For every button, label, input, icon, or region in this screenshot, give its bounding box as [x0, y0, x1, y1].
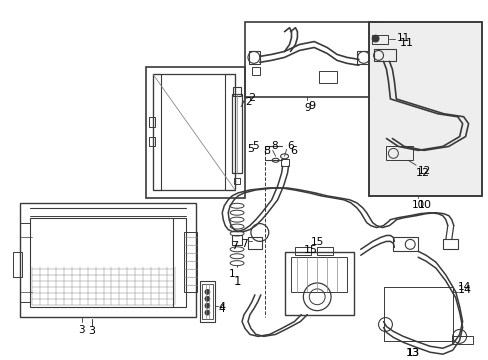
- Bar: [248, 51, 259, 64]
- Bar: [149, 136, 155, 147]
- Text: 15: 15: [310, 237, 323, 247]
- Bar: [291, 257, 346, 292]
- Bar: [368, 22, 482, 196]
- Text: 8: 8: [263, 147, 270, 157]
- Circle shape: [204, 296, 209, 301]
- Bar: [232, 94, 242, 173]
- Bar: [386, 147, 412, 160]
- Circle shape: [204, 303, 209, 308]
- Bar: [295, 247, 311, 255]
- Text: 6: 6: [287, 141, 294, 152]
- Bar: [356, 51, 370, 64]
- Text: 13: 13: [406, 348, 419, 358]
- Bar: [30, 218, 185, 307]
- Bar: [368, 22, 482, 196]
- Text: 11: 11: [400, 37, 413, 48]
- Text: 6: 6: [290, 147, 297, 157]
- Bar: [13, 252, 22, 277]
- Bar: [442, 239, 457, 249]
- Bar: [371, 35, 387, 44]
- Bar: [200, 281, 215, 321]
- Bar: [451, 336, 471, 344]
- Text: 2: 2: [247, 93, 255, 103]
- Text: 9: 9: [304, 103, 310, 113]
- Text: 9: 9: [308, 101, 315, 111]
- Bar: [244, 22, 380, 97]
- Bar: [153, 74, 161, 190]
- Bar: [183, 233, 196, 292]
- Text: 12: 12: [415, 168, 429, 178]
- Bar: [225, 74, 235, 190]
- Text: 12: 12: [417, 166, 430, 176]
- Text: 5: 5: [246, 144, 253, 154]
- Circle shape: [204, 310, 209, 315]
- Text: 4: 4: [218, 304, 224, 314]
- Text: 14: 14: [457, 282, 470, 292]
- Text: 2: 2: [244, 97, 251, 107]
- Bar: [146, 67, 244, 198]
- Text: 11: 11: [396, 33, 409, 42]
- Bar: [251, 67, 259, 75]
- Text: 14: 14: [457, 285, 471, 295]
- Text: 1: 1: [228, 269, 235, 279]
- Text: 15: 15: [304, 246, 318, 255]
- Bar: [153, 74, 235, 190]
- Text: 3: 3: [88, 327, 95, 337]
- Bar: [319, 71, 336, 83]
- Bar: [233, 87, 241, 96]
- Text: 7: 7: [230, 242, 238, 251]
- Text: 5: 5: [251, 141, 258, 152]
- Text: 7: 7: [241, 239, 247, 249]
- Text: 10: 10: [417, 200, 431, 210]
- Bar: [373, 49, 396, 61]
- Text: 4: 4: [218, 302, 225, 312]
- Text: 8: 8: [271, 141, 278, 152]
- Bar: [317, 247, 332, 255]
- Bar: [149, 117, 155, 127]
- Text: 1: 1: [233, 275, 240, 288]
- Circle shape: [371, 35, 378, 42]
- Bar: [232, 235, 242, 246]
- Bar: [247, 238, 261, 249]
- Bar: [20, 203, 195, 316]
- Bar: [280, 159, 288, 166]
- Text: 13: 13: [406, 348, 419, 358]
- Text: 10: 10: [411, 200, 424, 210]
- Bar: [234, 178, 240, 184]
- Bar: [392, 238, 417, 251]
- Text: 3: 3: [78, 324, 85, 334]
- Bar: [202, 284, 213, 319]
- Bar: [284, 252, 353, 315]
- Circle shape: [204, 289, 209, 294]
